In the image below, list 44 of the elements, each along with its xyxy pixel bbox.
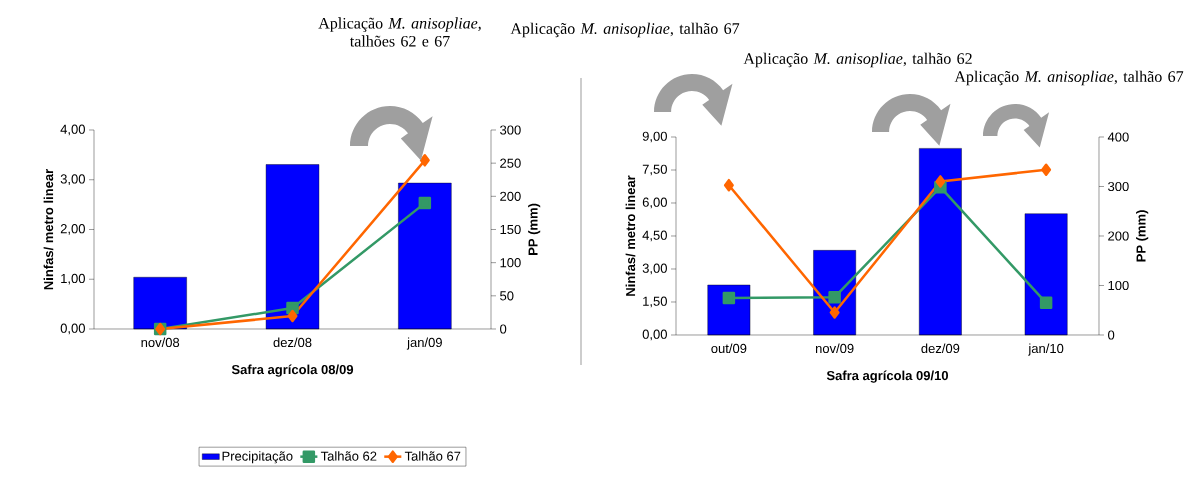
y2-tick-label: 200 [500, 191, 521, 201]
x-tick-label: dez/08 [273, 337, 312, 348]
y-tick-label: 1,50 [643, 296, 667, 308]
y2-axis-title: PP (mm) [528, 203, 541, 255]
y2-axis-title: PP (mm) [1136, 210, 1149, 262]
y-tick-label: 3,00 [60, 174, 85, 186]
text: Aplicação M. anisopliae, talhão 62 [743, 52, 972, 68]
text: Aplicação M. anisopliae, talhões 62 e 67 [318, 17, 481, 47]
x-axis-title: Safra agrícola 09/10 [826, 370, 949, 383]
y-axis-title: Ninfas/ metro linear [43, 169, 54, 290]
y2-tick-label: 200 [1108, 231, 1129, 241]
y-tick-label: 9,00 [642, 131, 667, 143]
y2-tick-label: 400 [1107, 132, 1129, 142]
y-tick-label: 6,00 [642, 197, 667, 209]
y-tick-label: 0,00 [642, 329, 667, 341]
y-tick-label: 2,00 [60, 224, 85, 235]
y2-tick-label: 300 [500, 125, 521, 135]
y-tick-label: 4,00 [60, 124, 85, 136]
y2-tick-label: 50 [500, 291, 514, 301]
y2-tick-label: 300 [1108, 181, 1129, 192]
legend-label: Talhão 62 [320, 451, 377, 461]
y2-tick-label: 0 [500, 324, 507, 334]
y-tick-label: 1,00 [61, 273, 85, 285]
x-tick-label: out/09 [711, 343, 747, 354]
y-tick-label: 7,50 [642, 164, 667, 176]
y2-tick-label: 100 [1108, 280, 1129, 291]
y2-tick-label: 0 [1108, 330, 1115, 340]
x-tick-label: nov/08 [141, 337, 180, 348]
x-tick-label: jan/10 [1028, 343, 1064, 356]
x-tick-label: nov/09 [815, 343, 854, 354]
legend-label: Talhão 67 [404, 451, 461, 461]
x-tick-label: dez/09 [921, 343, 960, 354]
y-axis-title: Ninfas/ metro linear [625, 175, 636, 296]
y2-tick-label: 100 [500, 258, 521, 268]
x-tick-label: jan/09 [406, 337, 442, 350]
y-tick-label: 0,00 [60, 323, 85, 335]
legend-label: Precipitação [222, 451, 293, 464]
y2-tick-label: 150 [500, 224, 521, 235]
text: Aplicação M. anisopliae, talhão 67 [510, 22, 740, 38]
text: Aplicação M. anisopliae, talhão 67 [954, 70, 1184, 86]
y-tick-label: 3,00 [642, 263, 667, 275]
y2-tick-label: 250 [500, 158, 521, 168]
x-axis-title: Safra agrícola 08/09 [231, 364, 354, 377]
y-tick-label: 4,50 [642, 230, 667, 242]
